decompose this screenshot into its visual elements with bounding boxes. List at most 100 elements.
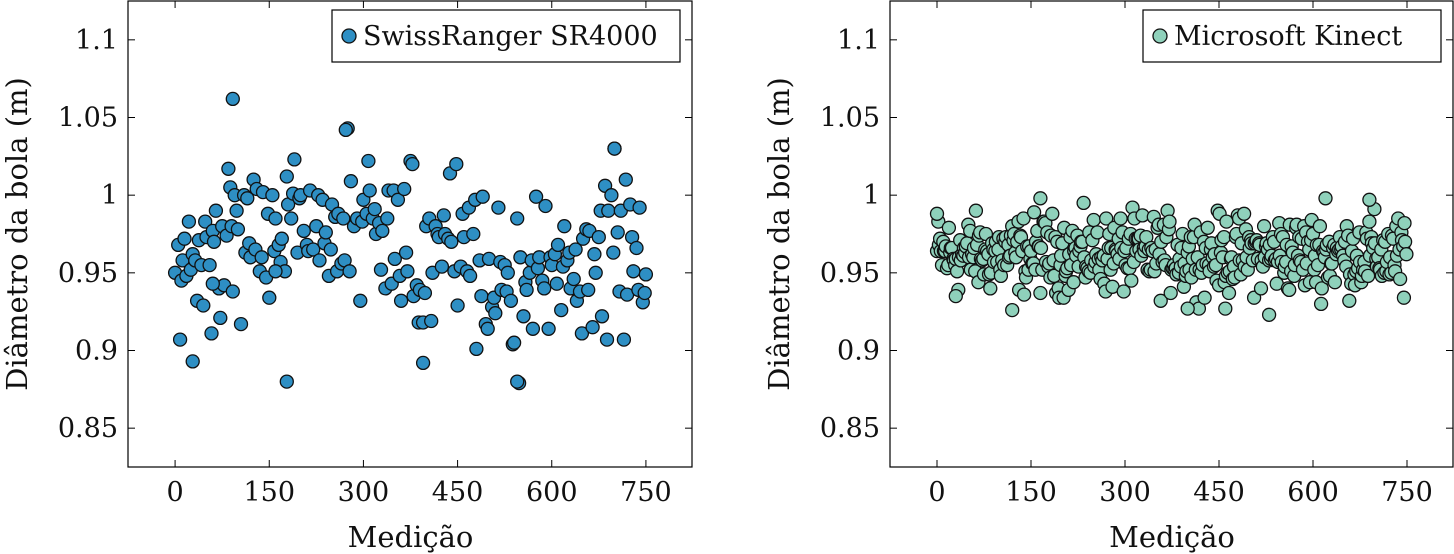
data-point bbox=[568, 242, 583, 257]
legend-label: Microsoft Kinect bbox=[1174, 21, 1402, 52]
data-point bbox=[480, 321, 495, 336]
data-point bbox=[373, 262, 389, 277]
y-tick-label: 0.95 bbox=[820, 258, 880, 289]
legend-box bbox=[1142, 9, 1442, 63]
data-point bbox=[1216, 229, 1232, 245]
data-point bbox=[1076, 195, 1091, 211]
data-point bbox=[1099, 211, 1114, 226]
data-point bbox=[279, 374, 294, 389]
data-point bbox=[398, 245, 414, 260]
data-point bbox=[1086, 212, 1101, 228]
data-point bbox=[510, 211, 525, 226]
plot-frame bbox=[127, 0, 693, 468]
data-point bbox=[390, 192, 406, 207]
data-point bbox=[519, 282, 534, 298]
data-point bbox=[1261, 307, 1277, 322]
plot-frame bbox=[889, 0, 1454, 468]
data-point bbox=[1221, 285, 1237, 301]
data-point bbox=[1399, 247, 1414, 262]
legend-marker bbox=[341, 28, 357, 44]
y-tick-label: 0.9 bbox=[75, 336, 118, 367]
data-point bbox=[588, 265, 603, 280]
data-point bbox=[537, 281, 552, 296]
y-axis-label: Diâmetro da bola (m) bbox=[0, 77, 34, 391]
y-tick-label: 1.1 bbox=[837, 25, 880, 56]
y-tick-label: 1 bbox=[863, 180, 880, 211]
data-point bbox=[503, 293, 519, 308]
data-point bbox=[554, 302, 569, 318]
data-point bbox=[587, 247, 602, 262]
data-point bbox=[1256, 219, 1272, 234]
data-point bbox=[336, 211, 351, 226]
data-point bbox=[434, 259, 450, 274]
data-point bbox=[367, 201, 382, 217]
data-point bbox=[1200, 220, 1215, 235]
data-point bbox=[1066, 275, 1081, 290]
x-tick-label: 300 bbox=[338, 477, 390, 508]
data-point bbox=[1045, 206, 1060, 221]
data-point bbox=[1314, 281, 1329, 296]
legend: Microsoft Kinect bbox=[1142, 9, 1442, 63]
data-point bbox=[500, 265, 515, 280]
data-point bbox=[549, 276, 564, 291]
data-point bbox=[225, 284, 240, 299]
data-point bbox=[265, 188, 280, 203]
data-point bbox=[343, 174, 359, 189]
data-point bbox=[1397, 215, 1412, 231]
legend: SwissRanger SR4000 bbox=[331, 9, 681, 63]
data-point bbox=[599, 332, 615, 347]
plot-panel-left: 0 150 300 450 600 750 0.85 0.9 0.95 1 1.05 1.1 Mediç… bbox=[0, 0, 693, 554]
data-point bbox=[1236, 206, 1252, 221]
data-point bbox=[362, 183, 377, 198]
data-point bbox=[1360, 268, 1376, 284]
data-point bbox=[393, 293, 409, 308]
y-tick-label: 0.95 bbox=[58, 258, 118, 289]
data-point bbox=[626, 264, 641, 279]
y-tick-label: 0.85 bbox=[820, 413, 880, 444]
data-point bbox=[450, 298, 465, 313]
x-tick-label: 150 bbox=[1005, 477, 1057, 508]
data-point bbox=[268, 211, 283, 226]
data-point bbox=[591, 229, 606, 245]
data-point bbox=[1016, 287, 1032, 302]
data-point bbox=[1116, 284, 1131, 299]
data-point bbox=[323, 242, 338, 257]
x-tick-label: 0 bbox=[928, 477, 945, 508]
data-point bbox=[491, 200, 506, 215]
data-point bbox=[1362, 214, 1377, 229]
data-point bbox=[637, 285, 652, 301]
data-point bbox=[462, 268, 478, 284]
data-point bbox=[1362, 192, 1377, 207]
data-point bbox=[342, 264, 357, 279]
data-point bbox=[229, 203, 244, 218]
data-point bbox=[516, 309, 531, 324]
data-point bbox=[233, 316, 249, 332]
data-point bbox=[528, 189, 544, 204]
data-point bbox=[629, 240, 644, 256]
data-point bbox=[475, 189, 490, 204]
data-point bbox=[1090, 225, 1105, 240]
data-point bbox=[230, 222, 246, 237]
data-point bbox=[550, 237, 566, 253]
data-point bbox=[205, 276, 220, 291]
data-point bbox=[1327, 275, 1343, 290]
data-point bbox=[1162, 214, 1177, 229]
x-tick-label: 450 bbox=[1193, 477, 1245, 508]
data-point bbox=[607, 141, 622, 156]
data-point bbox=[1163, 285, 1178, 301]
data-point bbox=[469, 341, 484, 357]
data-point bbox=[213, 310, 228, 326]
data-point bbox=[1005, 302, 1020, 318]
y-tick-label: 0.9 bbox=[837, 336, 880, 367]
x-tick-label: 750 bbox=[620, 477, 672, 508]
data-point bbox=[1312, 219, 1328, 234]
data-point bbox=[1253, 281, 1269, 296]
data-point bbox=[1180, 301, 1195, 316]
data-point bbox=[1124, 273, 1139, 288]
data-point bbox=[268, 264, 283, 279]
data-point bbox=[1153, 293, 1168, 308]
data-point bbox=[488, 306, 503, 321]
x-axis-label: Medição bbox=[1109, 520, 1235, 554]
data-point bbox=[444, 234, 459, 249]
data-point bbox=[541, 321, 556, 336]
